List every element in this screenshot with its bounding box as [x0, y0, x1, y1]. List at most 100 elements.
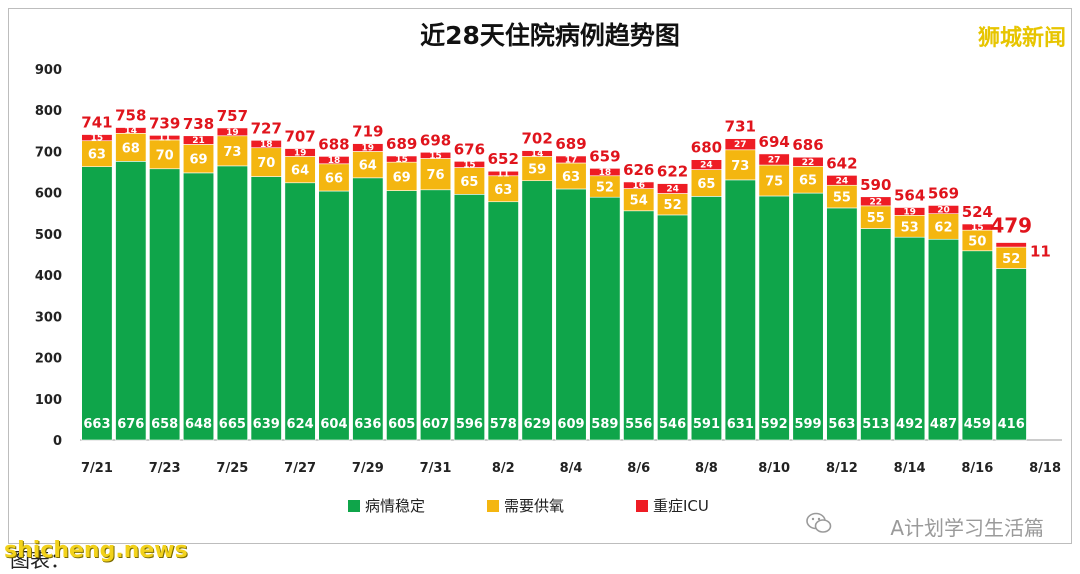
bar-segment-2	[724, 138, 756, 151]
bar-segment-1	[927, 213, 960, 240]
total-label: 702	[521, 130, 552, 148]
segment-label: 639	[253, 417, 280, 432]
bar-segment-0	[623, 210, 655, 441]
segment-label: 63	[494, 183, 512, 198]
bar-segment-1	[555, 162, 587, 190]
segment-label: 513	[862, 417, 889, 432]
bar-segment-0	[995, 268, 1027, 441]
total-label: 569	[928, 184, 959, 202]
y-tick-label: 100	[35, 393, 62, 408]
bar-segment-0	[284, 182, 316, 441]
segment-label: 578	[490, 417, 517, 432]
segment-label: 658	[151, 417, 178, 432]
bar-segment-0	[115, 161, 147, 441]
segment-label: 416	[998, 417, 1025, 432]
segment-label: 605	[388, 417, 415, 432]
bar-segment-0	[690, 196, 722, 441]
segment-label: 68	[122, 141, 140, 156]
source-watermark: A计划学习生活篇	[890, 516, 1044, 540]
y-tick-label: 900	[35, 63, 62, 78]
total-label: 689	[386, 135, 417, 153]
segment-label: 55	[833, 191, 851, 206]
segment-label: 15	[395, 155, 408, 165]
bar-segment-2	[81, 134, 113, 142]
y-tick-label: 400	[35, 269, 62, 284]
bar-segment-0	[318, 190, 350, 441]
total-label: 626	[623, 161, 654, 179]
wechat-icon	[806, 512, 832, 533]
bar-segment-2	[284, 148, 316, 157]
x-tick-label: 8/10	[758, 461, 790, 476]
bar-segment-1	[318, 163, 350, 192]
bar-segment-0	[555, 188, 587, 441]
segment-label: 59	[528, 163, 546, 178]
segment-label: 22	[869, 197, 882, 207]
x-tick-label: 8/12	[826, 461, 858, 476]
segment-label: 636	[354, 417, 381, 432]
segment-label: 624	[287, 417, 314, 432]
segment-label: 604	[320, 417, 347, 432]
segment-label: 11	[158, 134, 171, 144]
segment-label: 65	[460, 175, 478, 190]
segment-label: 19	[903, 207, 916, 217]
bar-segment-2	[453, 161, 485, 168]
total-label: 758	[115, 107, 146, 125]
bar-segment-2	[758, 153, 790, 166]
segment-label: 19	[362, 144, 375, 154]
legend-label-0: 病情稳定	[365, 497, 425, 515]
bar-segment-2	[961, 223, 993, 231]
segment-label: 563	[828, 417, 855, 432]
brand-watermark: 狮城新闻	[977, 26, 1066, 51]
bar-segment-0	[386, 190, 418, 441]
segment-label: 66	[325, 171, 343, 186]
segment-label: 17	[565, 155, 578, 165]
segment-label: 53	[901, 220, 919, 235]
total-label: 524	[962, 203, 993, 221]
bar-segment-0	[420, 189, 452, 441]
segment-label: 648	[185, 417, 212, 432]
segment-label: 27	[768, 155, 781, 165]
legend-label-2: 重症ICU	[653, 497, 709, 515]
segment-label: 19	[226, 128, 239, 138]
segment-label: 676	[117, 417, 144, 432]
bar-segment-2	[318, 156, 350, 165]
segment-label: 73	[731, 159, 749, 174]
segment-label: 52	[1002, 252, 1020, 267]
segment-label: 52	[596, 180, 614, 195]
bar-segment-1	[758, 164, 790, 197]
segment-label: 487	[930, 417, 957, 432]
bar-segment-2	[690, 159, 722, 170]
bar-segment-0	[657, 214, 689, 441]
y-tick-label: 600	[35, 187, 62, 202]
total-label: 694	[759, 133, 790, 151]
segment-label: 607	[422, 417, 449, 432]
segment-label: 589	[591, 417, 618, 432]
segment-label: 55	[867, 211, 885, 226]
x-tick-label: 7/27	[284, 461, 316, 476]
segment-label: 15	[971, 223, 984, 233]
total-label: 676	[454, 140, 485, 158]
segment-label: 69	[189, 153, 207, 168]
bar-segment-0	[521, 180, 553, 441]
bar-segment-1	[453, 167, 485, 195]
total-label: 659	[589, 147, 620, 165]
bar-segment-2	[860, 196, 892, 207]
y-tick-label: 300	[35, 310, 62, 325]
segment-label: 50	[968, 234, 986, 249]
segment-label: 15	[429, 151, 442, 161]
bar-segment-2	[386, 155, 418, 163]
x-tick-label: 8/14	[894, 461, 926, 476]
y-tick-label: 700	[35, 145, 62, 160]
total-label: 689	[555, 135, 586, 153]
total-label: 688	[318, 135, 349, 153]
segment-label: 20	[937, 206, 950, 216]
segment-label: 24	[700, 161, 713, 171]
x-tick-label: 8/16	[961, 461, 993, 476]
total-label: 719	[352, 123, 383, 141]
bar-segment-0	[216, 165, 248, 441]
bar-segment-1	[81, 140, 113, 167]
bar-segment-2	[352, 143, 384, 152]
x-tick-label: 7/25	[216, 461, 248, 476]
total-label: 727	[251, 119, 282, 137]
